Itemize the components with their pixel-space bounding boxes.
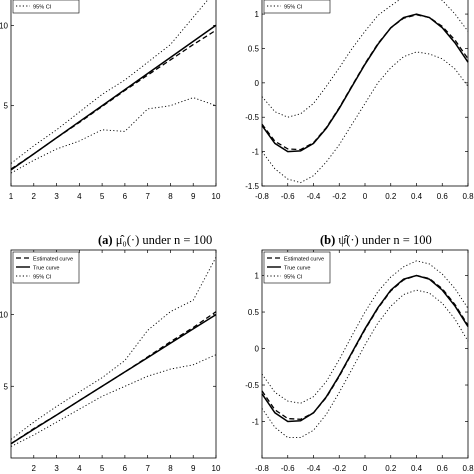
series-95-ci-upper — [10, 256, 217, 440]
x-tick-label: 3 — [54, 464, 59, 473]
x-tick-label: 0.4 — [411, 464, 423, 473]
x-tick-label: 10 — [212, 464, 221, 473]
x-tick-label: 1 — [9, 192, 14, 201]
series-estimated-curve — [261, 14, 469, 151]
x-tick-label: 8 — [168, 192, 173, 201]
x-tick-label: 6 — [123, 464, 128, 473]
x-tick-label: 3 — [54, 192, 59, 201]
x-tick-label: -0.6 — [281, 464, 295, 473]
legend-label: 95% CI — [33, 275, 52, 281]
x-tick-label: -0.8 — [255, 464, 269, 473]
series-95-ci-lower — [261, 289, 469, 439]
legend-box — [12, 0, 80, 14]
y-tick-label: -0.5 — [245, 381, 259, 390]
y-tick-label: -1 — [252, 418, 260, 427]
x-tick-label: 2 — [32, 192, 37, 201]
y-tick-label: 0.5 — [248, 308, 260, 317]
x-tick-label: 0.8 — [462, 464, 474, 473]
axes-frame — [10, 249, 217, 459]
y-tick-label: -1 — [252, 148, 260, 157]
legend-label: 95% CI — [284, 5, 303, 11]
x-tick-label: 0 — [363, 192, 368, 201]
series-true-curve — [10, 313, 217, 445]
x-tick-label: -0.4 — [307, 192, 321, 201]
x-tick-label: 6 — [123, 192, 128, 201]
series-true-curve — [10, 24, 217, 171]
caption-a: (a) μ̂₀(·) under n = 100 — [98, 233, 212, 248]
x-tick-label: 0.6 — [437, 464, 449, 473]
caption-b-tag: (b) — [320, 233, 336, 247]
x-tick-label: 8 — [168, 464, 173, 473]
series-95-ci-upper — [10, 0, 209, 164]
series-estimated-curve — [261, 274, 469, 420]
legend-label: True curve — [284, 266, 311, 272]
y-tick-label: -0.5 — [245, 113, 259, 122]
x-tick-label: 0.2 — [385, 192, 397, 201]
x-tick-label: -0.2 — [332, 192, 346, 201]
y-tick-label: -1.5 — [245, 182, 259, 191]
panel-top-left: 1 2 3 4 5 6 7 8 9 10 5 10 95% CI — [0, 0, 221, 201]
x-tick-label: 4 — [77, 464, 82, 473]
x-tick-label: 4 — [77, 192, 82, 201]
x-tick-label: -0.6 — [281, 192, 295, 201]
legend-label: Estimated curve — [284, 257, 324, 263]
caption-a-tag: (a) — [98, 233, 113, 247]
x-tick-label: 0.6 — [437, 192, 449, 201]
legend-label: 95% CI — [33, 5, 52, 11]
caption-b-text: ψ̂(·) under n = 100 — [338, 233, 432, 247]
axes-frame — [10, 0, 217, 187]
y-tick-label: 0 — [255, 79, 260, 88]
panel-bottom-right: -0.8 -0.6 -0.4 -0.2 0 0.2 0.4 0.6 0.8 -1 -0.5 0 0.5 1… — [245, 249, 474, 473]
x-tick-label: 2 — [32, 464, 37, 473]
x-tick-label: 9 — [191, 464, 196, 473]
x-tick-label: 7 — [145, 192, 150, 201]
x-tick-label: 9 — [191, 192, 196, 201]
y-tick-label: 0 — [255, 345, 260, 354]
caption-b: (b) ψ̂(·) under n = 100 — [320, 233, 432, 248]
x-tick-label: 7 — [145, 464, 150, 473]
x-tick-label: -0.8 — [255, 192, 269, 201]
legend-label: True curve — [33, 266, 60, 272]
series-95-ci-upper — [261, 0, 469, 118]
legend-label: 95% CI — [284, 275, 303, 281]
series-true-curve — [261, 274, 469, 423]
x-tick-label: -0.4 — [307, 464, 321, 473]
y-tick-label: 10 — [0, 311, 9, 320]
y-tick-label: 1 — [255, 10, 260, 19]
x-tick-label: 0 — [363, 464, 368, 473]
series-true-curve — [261, 13, 469, 153]
x-tick-label: 0.4 — [411, 192, 423, 201]
x-tick-label: 5 — [100, 192, 105, 201]
y-tick-label: 0.5 — [248, 44, 260, 53]
x-tick-label: 5 — [100, 464, 105, 473]
x-tick-label: 0.8 — [462, 192, 474, 201]
x-tick-label: 0.2 — [385, 464, 397, 473]
legend-label: Estimated curve — [33, 257, 73, 263]
panel-top-right: -0.8 -0.6 -0.4 -0.2 0 0.2 0.4 0.6 0.8 -1.5 -1 -0.5 0… — [245, 0, 474, 201]
axes-frame — [261, 0, 469, 187]
y-tick-label: 5 — [4, 382, 9, 391]
x-tick-label: 10 — [212, 192, 221, 201]
series-95-ci-lower — [261, 51, 469, 184]
legend-box — [263, 0, 331, 14]
x-tick-label: -0.2 — [332, 464, 346, 473]
y-tick-label: 5 — [4, 102, 9, 111]
series-95-ci-lower — [10, 354, 217, 447]
y-tick-label: 1 — [255, 272, 260, 281]
panel-bottom-left: 2 3 4 5 6 7 8 9 10 5 10 Estimated curve True curve 95… — [0, 249, 221, 473]
caption-a-text: μ̂₀(·) under n = 100 — [115, 233, 213, 247]
series-95-ci-lower — [10, 97, 217, 174]
y-tick-label: 10 — [0, 21, 9, 30]
